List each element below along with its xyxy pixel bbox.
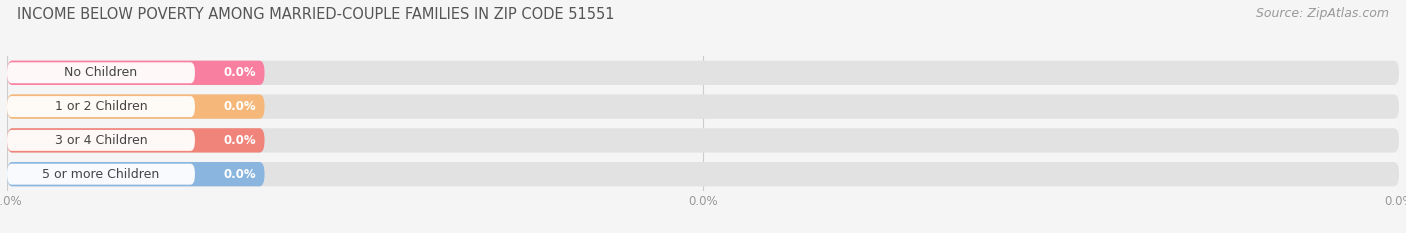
Text: No Children: No Children — [65, 66, 138, 79]
FancyBboxPatch shape — [7, 128, 1399, 153]
FancyBboxPatch shape — [7, 130, 195, 151]
Text: 0.0%: 0.0% — [224, 66, 256, 79]
Text: INCOME BELOW POVERTY AMONG MARRIED-COUPLE FAMILIES IN ZIP CODE 51551: INCOME BELOW POVERTY AMONG MARRIED-COUPL… — [17, 7, 614, 22]
Text: 3 or 4 Children: 3 or 4 Children — [55, 134, 148, 147]
FancyBboxPatch shape — [7, 164, 195, 185]
Text: 0.0%: 0.0% — [224, 134, 256, 147]
FancyBboxPatch shape — [7, 61, 264, 85]
FancyBboxPatch shape — [7, 162, 1399, 186]
Text: 0.0%: 0.0% — [224, 100, 256, 113]
FancyBboxPatch shape — [7, 162, 264, 186]
FancyBboxPatch shape — [7, 128, 264, 153]
FancyBboxPatch shape — [7, 94, 264, 119]
Text: 1 or 2 Children: 1 or 2 Children — [55, 100, 148, 113]
Text: Source: ZipAtlas.com: Source: ZipAtlas.com — [1256, 7, 1389, 20]
Text: 0.0%: 0.0% — [224, 168, 256, 181]
Text: 5 or more Children: 5 or more Children — [42, 168, 160, 181]
FancyBboxPatch shape — [7, 61, 1399, 85]
FancyBboxPatch shape — [7, 62, 195, 83]
FancyBboxPatch shape — [7, 94, 1399, 119]
FancyBboxPatch shape — [7, 96, 195, 117]
